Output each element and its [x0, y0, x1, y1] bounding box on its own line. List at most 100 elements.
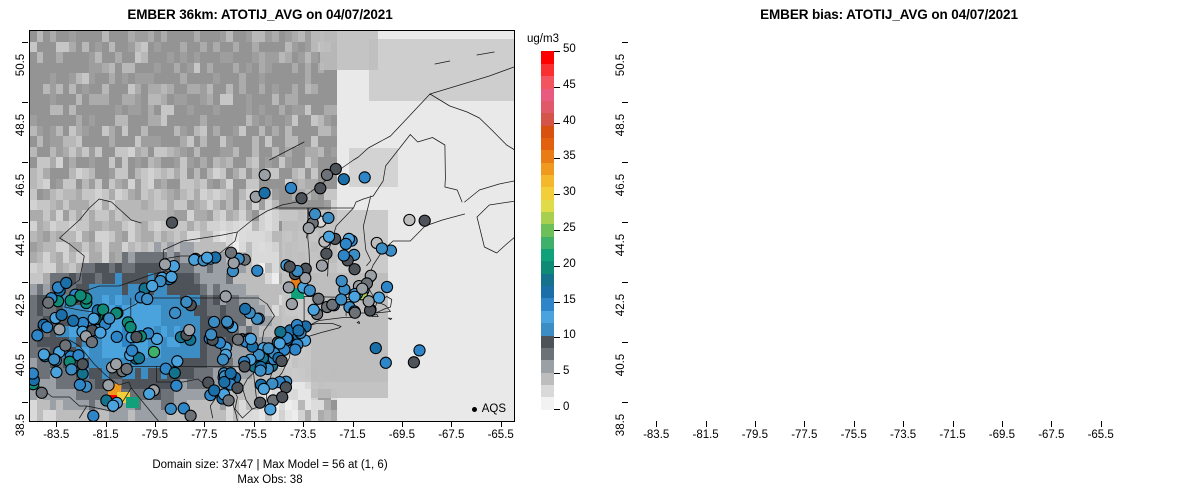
- aqs-monitor-point: [170, 379, 183, 392]
- aqs-monitor-point: [308, 207, 322, 221]
- aqs-monitor-point: [257, 382, 270, 396]
- aqs-monitor-point: [67, 314, 80, 327]
- aqs-monitor-point: [110, 357, 123, 371]
- aqs-monitor-point: [314, 182, 327, 195]
- y-axis-tick: [622, 282, 628, 283]
- colorbar-tick-label: 50: [563, 43, 576, 55]
- y-axis-tick-label: 50.5: [15, 53, 27, 77]
- colorbar-segment: [541, 260, 554, 274]
- colorbar-tick: [554, 230, 560, 231]
- aqs-monitor-point: [312, 292, 325, 305]
- aqs-monitor-point: [64, 294, 77, 307]
- x-axis-tick: [1001, 421, 1003, 427]
- panel-bias: EMBER bias: ATOTIJ_AVG on 04/07/2021 AQS…: [600, 0, 1200, 502]
- aqs-monitor-point: [124, 320, 137, 334]
- y-axis-tick-label: 44.5: [15, 233, 27, 257]
- colorbar-tick: [554, 51, 560, 52]
- aqs-monitor-point: [337, 173, 350, 186]
- model-grid-cell: [298, 41, 306, 53]
- x-axis-tick-label: -81.5: [92, 429, 119, 441]
- aqs-monitor-point: [184, 409, 197, 421]
- model-grid-cell: [193, 31, 201, 43]
- model-grid-cell: [49, 41, 57, 53]
- model-grid-cell: [56, 41, 64, 53]
- model-grid-cell: [160, 41, 168, 53]
- colorbar-segment: [541, 285, 554, 299]
- x-axis-tick-label: -73.5: [289, 429, 317, 441]
- aqs-monitor-point: [132, 352, 146, 365]
- colorbar-tick-label: 30: [563, 186, 576, 199]
- aqs-monitor-point: [329, 162, 342, 176]
- model-grid-cell: [49, 31, 57, 43]
- aqs-monitor-point: [335, 293, 348, 306]
- model-grid-cell: [108, 31, 116, 43]
- aqs-monitor-point: [322, 230, 336, 243]
- aqs-dot-icon: [471, 406, 477, 412]
- x-axis-tick: [105, 421, 107, 427]
- aqs-monitor-point: [76, 358, 89, 371]
- model-grid-cell: [311, 41, 319, 53]
- model-grid-cell: [180, 41, 188, 53]
- model-grid-cell: [82, 41, 90, 53]
- aqs-legend-model: AQS: [471, 403, 506, 415]
- y-axis-tick-label: 40.5: [15, 353, 27, 377]
- x-axis-tick: [656, 421, 658, 427]
- colorbar-tick-label: 0: [563, 401, 570, 413]
- model-grid-cell: [304, 31, 312, 43]
- aqs-monitor-point: [146, 279, 159, 293]
- aqs-monitor-point: [274, 325, 287, 339]
- aqs-monitor-point: [348, 306, 362, 319]
- y-axis-tick-label: 46.5: [15, 173, 27, 197]
- aqs-monitor-point: [141, 292, 154, 306]
- model-grid-cell: [226, 31, 234, 43]
- panel-bias-title: EMBER bias: ATOTIJ_AVG on 04/07/2021: [760, 7, 1018, 22]
- x-axis-tick: [705, 421, 707, 427]
- model-grid-cell: [108, 41, 116, 53]
- aqs-monitor-point: [183, 323, 196, 337]
- y-axis-tick: [622, 222, 628, 223]
- x-axis-tick-label: -65.5: [487, 429, 514, 441]
- colorbar-segment: [541, 162, 554, 176]
- x-axis-tick: [754, 421, 756, 427]
- aqs-monitor-point: [258, 168, 271, 182]
- model-grid-cell: [239, 41, 247, 53]
- aqs-monitor-point: [227, 256, 240, 270]
- model-grid-cell: [56, 31, 64, 43]
- y-axis-tick: [622, 402, 628, 403]
- y-axis-tick: [622, 342, 628, 343]
- y-axis-tick-label: 38.5: [615, 413, 627, 437]
- aqs-monitor-point: [335, 274, 348, 288]
- aqs-monitor-point: [348, 290, 361, 303]
- model-grid-cell: [88, 31, 96, 43]
- colorbar-tick-label: 25: [563, 222, 576, 234]
- aqs-monitor-point: [74, 289, 87, 302]
- model-grid-cell: [232, 41, 240, 53]
- x-axis-tick-label: -83.5: [643, 429, 670, 441]
- x-axis-tick: [1051, 421, 1053, 427]
- aqs-monitor-point: [120, 362, 133, 376]
- y-axis-tick-label: 50.5: [615, 53, 627, 77]
- x-axis-tick-label: -69.5: [388, 429, 415, 441]
- y-axis-tick-label: 40.5: [615, 353, 627, 377]
- model-grid-cell: [115, 41, 123, 53]
- aqs-monitor-point: [103, 312, 116, 325]
- colorbar-segment: [541, 199, 554, 213]
- model-grid-cell: [258, 41, 267, 53]
- model-grid-cell: [252, 41, 260, 53]
- colorbar-model: ug/m3 0 5 10 15 20 25 30 35 40 45 50: [527, 33, 611, 431]
- aqs-monitor-point: [276, 390, 289, 404]
- aqs-monitor-point: [110, 330, 123, 344]
- x-axis-tick-label: -69.5: [988, 429, 1015, 441]
- x-axis-tick-label: -83.5: [43, 429, 70, 441]
- colorbar-segment: [541, 88, 554, 101]
- model-grid-cell: [232, 31, 240, 43]
- colorbar-gradient: [541, 51, 554, 410]
- y-axis-tick: [622, 42, 628, 43]
- aqs-monitor-point: [37, 348, 51, 361]
- model-grid-cell: [180, 31, 188, 43]
- aqs-monitor-point: [289, 343, 302, 356]
- colorbar-segment: [541, 310, 554, 324]
- aqs-monitor-point: [125, 344, 139, 357]
- y-axis-tick: [22, 42, 28, 43]
